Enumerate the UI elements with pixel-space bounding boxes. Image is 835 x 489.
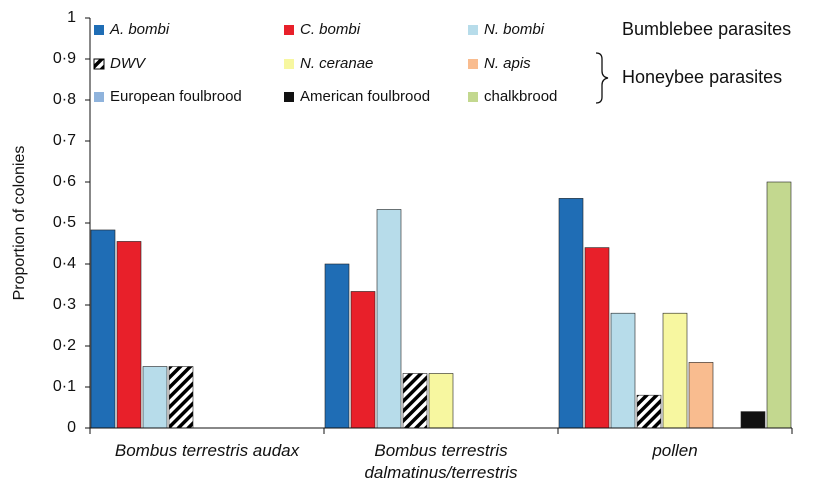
- y-tick-label: 0: [67, 419, 76, 436]
- legend-label: N. apis: [484, 55, 531, 72]
- legend-swatch: [93, 58, 105, 70]
- bar: [662, 312, 688, 429]
- legend-swatch: [468, 25, 478, 35]
- x-tick-label: Bombus terrestris audax: [114, 441, 300, 460]
- legend-label: C. bombi: [300, 21, 361, 38]
- bar: [636, 394, 662, 429]
- bar: [584, 247, 610, 429]
- bar: [116, 241, 142, 429]
- bar: [766, 181, 792, 429]
- y-tick-label: 0·6: [53, 173, 76, 190]
- y-tick-label: 0·7: [53, 132, 76, 149]
- legend-label: DWV: [110, 55, 147, 72]
- legend-label: chalkbrood: [484, 88, 557, 105]
- bar: [324, 263, 350, 429]
- bar: [558, 198, 584, 429]
- y-tick-label: 0·4: [53, 255, 76, 272]
- bar: [168, 366, 194, 429]
- y-tick-label: 0·8: [53, 91, 76, 108]
- annotation: Bumblebee parasites: [622, 19, 791, 39]
- legend-label: N. ceranae: [300, 55, 373, 72]
- legend-swatch: [284, 59, 294, 69]
- legend-label: A. bombi: [109, 21, 170, 38]
- legend-swatch: [468, 92, 478, 102]
- y-tick-label: 0·2: [53, 337, 76, 354]
- y-tick-label: 0·5: [53, 214, 76, 231]
- bar: [350, 291, 376, 429]
- y-tick-label: 0·1: [53, 378, 76, 395]
- bar: [740, 411, 766, 429]
- legend-label: European foulbrood: [110, 88, 242, 105]
- brace: [595, 52, 609, 104]
- bar: [90, 229, 116, 429]
- legend-swatch: [94, 92, 104, 102]
- legend-label: N. bombi: [484, 21, 545, 38]
- legend-swatch: [284, 25, 294, 35]
- bar: [428, 373, 454, 429]
- bar: [402, 373, 428, 429]
- bar: [376, 209, 402, 429]
- annotation: Honeybee parasites: [622, 67, 782, 87]
- y-tick-label: 0·9: [53, 50, 76, 67]
- x-tick-label: pollen: [652, 441, 698, 460]
- bar: [610, 312, 636, 429]
- y-tick-label: 1: [67, 9, 76, 26]
- legend-swatch: [468, 59, 478, 69]
- bar: [688, 362, 714, 429]
- legend-label: American foulbrood: [300, 88, 430, 105]
- x-tick-label: Bombus terrestris dalmatinus/terrestris: [364, 441, 518, 482]
- legend-swatch: [284, 92, 294, 102]
- legend-swatch: [94, 25, 104, 35]
- y-axis-label: Proportion of colonies: [11, 146, 28, 301]
- bar: [142, 366, 168, 429]
- y-tick-label: 0·3: [53, 296, 76, 313]
